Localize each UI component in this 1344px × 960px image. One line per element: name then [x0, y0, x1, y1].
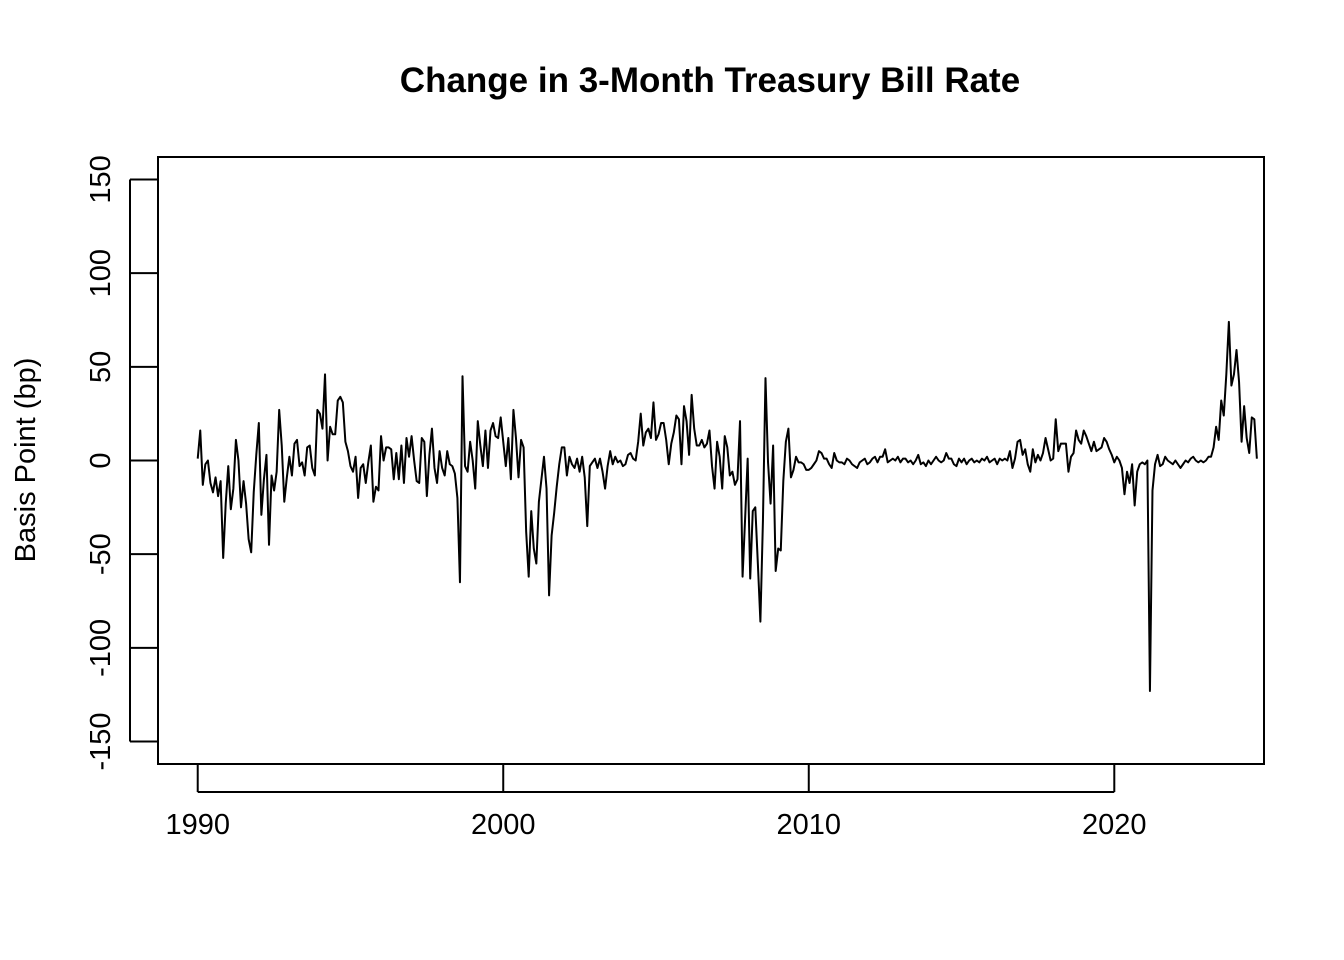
y-tick-label: 50 — [85, 351, 117, 383]
y-tick-label: 0 — [85, 452, 117, 468]
y-tick-label: -50 — [85, 533, 117, 575]
chart-title: Change in 3-Month Treasury Bill Rate — [400, 61, 1020, 100]
x-axis: 1990 2000 2010 2020 — [165, 764, 1147, 841]
x-tick-label: 2010 — [777, 809, 842, 841]
y-axis: -150 -100 -50 0 50 100 150 — [85, 155, 158, 771]
y-tick-label: -100 — [85, 619, 117, 677]
x-tick-label: 1990 — [165, 809, 230, 841]
y-tick-label: -150 — [85, 712, 117, 770]
y-axis-label: Basis Point (bp) — [10, 358, 42, 563]
x-tick-label: 2000 — [471, 809, 536, 841]
x-tick-label: 2020 — [1082, 809, 1147, 841]
y-tick-label: 150 — [85, 155, 117, 203]
series-line — [196, 320, 1258, 692]
y-tick-label: 100 — [85, 249, 117, 297]
